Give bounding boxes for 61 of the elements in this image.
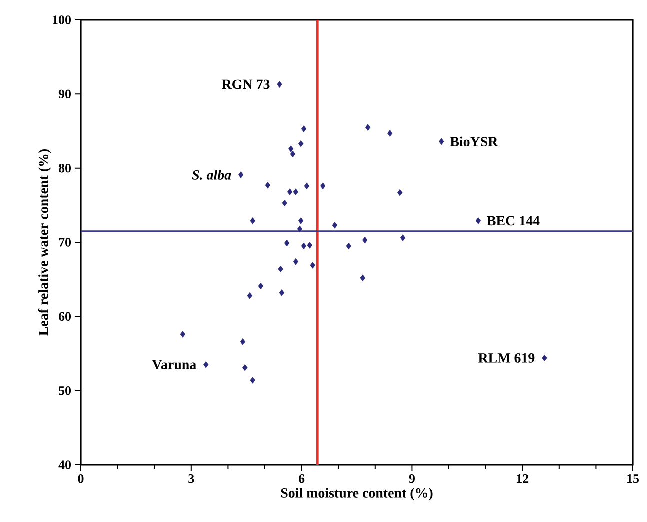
- point: [388, 130, 393, 137]
- point: [265, 182, 271, 189]
- y-tick-label: 60: [58, 312, 72, 322]
- point: [288, 146, 294, 152]
- point: [240, 338, 246, 346]
- annotation: Varuna: [152, 360, 196, 370]
- point: [293, 188, 299, 196]
- point: [301, 126, 307, 132]
- point: [277, 81, 282, 88]
- point: [258, 282, 264, 290]
- point: [297, 226, 303, 233]
- point: [282, 200, 288, 207]
- y-tick-label: 90: [58, 90, 72, 99]
- x-tick-label: 12: [517, 474, 529, 484]
- point: [290, 150, 296, 158]
- point: [293, 258, 299, 266]
- point: [278, 266, 284, 273]
- point: [307, 242, 312, 249]
- annotation: RGN 73: [222, 80, 270, 90]
- y-tick-label: 50: [59, 386, 72, 396]
- point: [247, 292, 253, 300]
- point: [298, 218, 304, 224]
- annotation: RLM 619: [478, 354, 535, 363]
- point: [362, 236, 368, 244]
- y-tick-label: 100: [53, 16, 72, 24]
- point: [439, 138, 444, 146]
- x-tick-label: 9: [409, 474, 415, 484]
- point: [346, 242, 352, 250]
- x-tick-label: 15: [628, 474, 640, 484]
- x-tick-label: 6: [299, 474, 305, 484]
- point: [242, 364, 248, 372]
- point: [238, 172, 244, 178]
- y-tick-label: 70: [59, 238, 72, 247]
- point: [304, 182, 310, 190]
- point: [365, 124, 371, 131]
- annotation: BioYSR: [450, 136, 498, 147]
- point: [180, 331, 186, 338]
- point: [320, 182, 326, 190]
- point: [397, 189, 403, 196]
- point: [332, 222, 338, 229]
- x-tick-label: 3: [188, 474, 194, 484]
- point: [204, 361, 209, 368]
- point: [298, 140, 304, 148]
- point: [476, 218, 482, 224]
- point: [310, 262, 316, 269]
- y-tick-label: 40: [58, 460, 72, 470]
- point: [360, 274, 366, 282]
- point: [301, 242, 307, 250]
- x-axis-title: Soil moisture content (%): [281, 488, 433, 501]
- point: [287, 188, 293, 196]
- point: [284, 240, 290, 247]
- point: [279, 290, 285, 296]
- point: [400, 234, 406, 242]
- point: [542, 354, 548, 362]
- y-tick-label: 80: [58, 164, 72, 173]
- point: [250, 377, 256, 384]
- annotation: BEC 144: [487, 216, 540, 226]
- y-axis-title: Leaf relative water content (%): [38, 150, 52, 336]
- x-tick-label: 0: [78, 474, 84, 484]
- point: [250, 218, 256, 224]
- annotation: S. alba: [192, 170, 232, 180]
